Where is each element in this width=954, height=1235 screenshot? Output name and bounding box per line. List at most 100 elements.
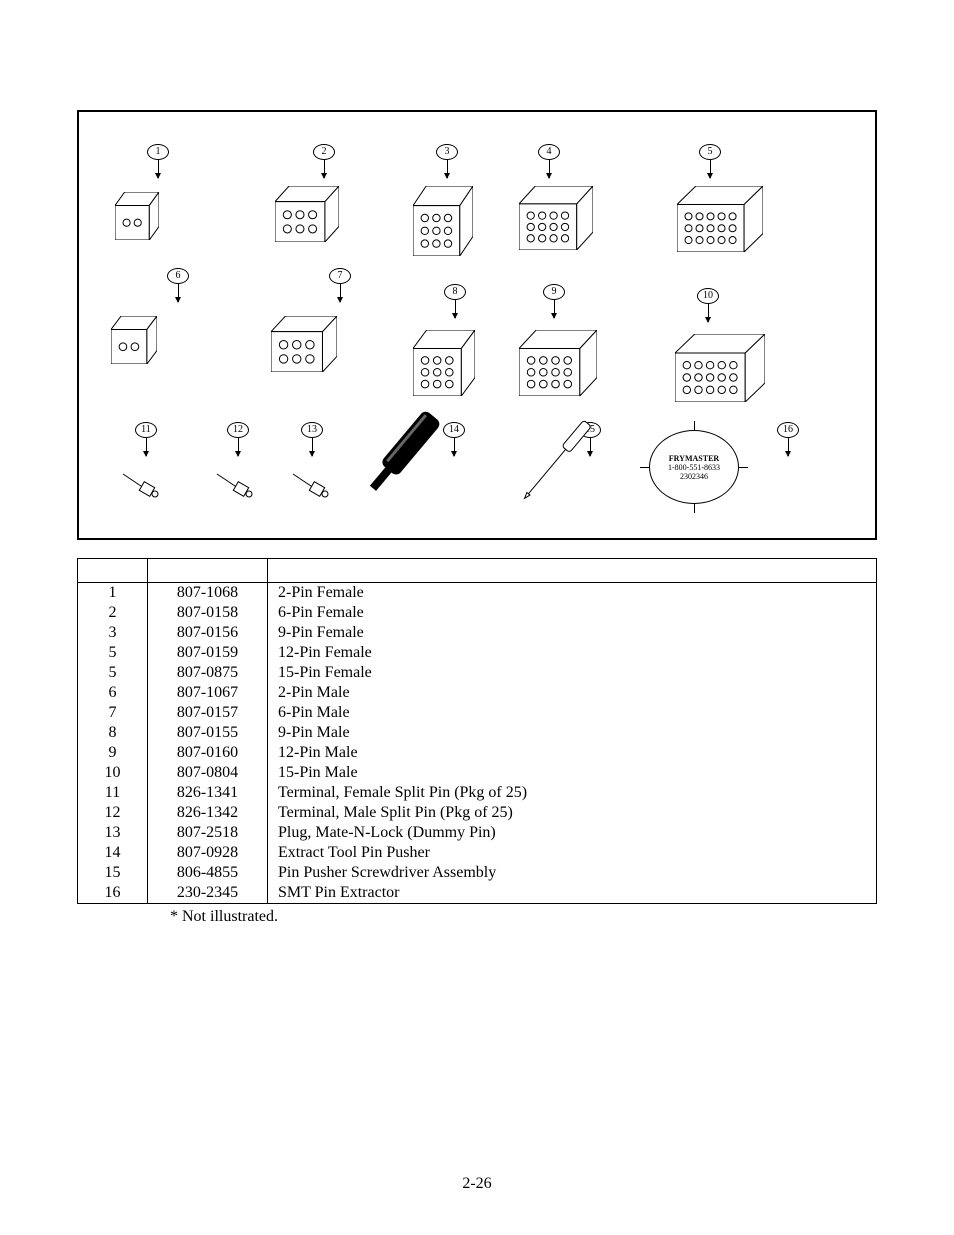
callout-11: 11 bbox=[135, 422, 157, 456]
callout-number: 5 bbox=[699, 144, 721, 160]
cell-item: 2 bbox=[78, 603, 148, 623]
cell-part: 806-4855 bbox=[148, 863, 268, 883]
cell-desc: Extract Tool Pin Pusher bbox=[268, 843, 877, 863]
callout-number: 4 bbox=[538, 144, 560, 160]
table-row: 14807-0928Extract Tool Pin Pusher bbox=[78, 843, 877, 863]
cell-item: 6 bbox=[78, 683, 148, 703]
table-row: 3807-01569-Pin Female bbox=[78, 623, 877, 643]
callout-number: 9 bbox=[543, 284, 565, 300]
col-item bbox=[78, 559, 148, 583]
table-row: 1807-10682-Pin Female bbox=[78, 583, 877, 604]
cell-part: 807-0156 bbox=[148, 623, 268, 643]
table-row: 2807-01586-Pin Female bbox=[78, 603, 877, 623]
parts-table-header-row bbox=[78, 559, 877, 583]
cell-desc: 12-Pin Male bbox=[268, 743, 877, 763]
table-row: 13807-2518Plug, Mate-N-Lock (Dummy Pin) bbox=[78, 823, 877, 843]
table-row: 5807-015912-Pin Female bbox=[78, 643, 877, 663]
connector-illustration bbox=[111, 316, 157, 364]
callout-number: 7 bbox=[329, 268, 351, 284]
cell-desc: 6-Pin Male bbox=[268, 703, 877, 723]
connector-illustration bbox=[413, 186, 473, 256]
cell-item: 12 bbox=[78, 803, 148, 823]
callout-number: 8 bbox=[444, 284, 466, 300]
cell-desc: Pin Pusher Screwdriver Assembly bbox=[268, 863, 877, 883]
callout-10: 10 bbox=[697, 288, 719, 322]
page-number: 2-26 bbox=[0, 1175, 954, 1193]
cell-part: 807-0157 bbox=[148, 703, 268, 723]
cell-item: 8 bbox=[78, 723, 148, 743]
pin-pusher-tool-illustration bbox=[369, 408, 469, 523]
table-row: 12826-1342Terminal, Male Split Pin (Pkg … bbox=[78, 803, 877, 823]
cell-part: 807-0875 bbox=[148, 663, 268, 683]
terminal-pin-illustration bbox=[291, 468, 329, 503]
table-row: 8807-01559-Pin Male bbox=[78, 723, 877, 743]
connector-illustration bbox=[275, 186, 339, 242]
cell-item: 13 bbox=[78, 823, 148, 843]
callout-number: 10 bbox=[697, 288, 719, 304]
callout-number: 12 bbox=[227, 422, 249, 438]
cell-part: 807-2518 bbox=[148, 823, 268, 843]
cell-desc: 15-Pin Female bbox=[268, 663, 877, 683]
callout-12: 12 bbox=[227, 422, 249, 456]
parts-table: 1807-10682-Pin Female2807-01586-Pin Fema… bbox=[77, 558, 877, 904]
cell-part: 807-0158 bbox=[148, 603, 268, 623]
extractor-disc-label: FRYMASTER 1-800-551-8633 2302346 bbox=[649, 430, 739, 504]
callout-number: 16 bbox=[777, 422, 799, 438]
cell-item: 15 bbox=[78, 863, 148, 883]
cell-part: 807-0928 bbox=[148, 843, 268, 863]
callout-9: 9 bbox=[543, 284, 565, 318]
connector-illustration bbox=[115, 192, 159, 240]
screwdriver-illustration bbox=[511, 410, 607, 519]
terminal-pin-illustration bbox=[121, 468, 159, 503]
callout-3: 3 bbox=[436, 144, 458, 178]
callout-number: 1 bbox=[147, 144, 169, 160]
cell-part: 807-0804 bbox=[148, 763, 268, 783]
connector-illustration bbox=[519, 330, 597, 396]
table-row: 10807-080415-Pin Male bbox=[78, 763, 877, 783]
connector-illustration bbox=[271, 316, 337, 372]
col-desc bbox=[268, 559, 877, 583]
table-row: 9807-016012-Pin Male bbox=[78, 743, 877, 763]
cell-desc: 6-Pin Female bbox=[268, 603, 877, 623]
connector-illustration bbox=[675, 334, 765, 402]
callout-number: 13 bbox=[301, 422, 323, 438]
cell-part: 807-0159 bbox=[148, 643, 268, 663]
callout-4: 4 bbox=[538, 144, 560, 178]
cell-part: 807-0155 bbox=[148, 723, 268, 743]
cell-desc: Plug, Mate-N-Lock (Dummy Pin) bbox=[268, 823, 877, 843]
cell-part: 826-1341 bbox=[148, 783, 268, 803]
table-row: 5807-087515-Pin Female bbox=[78, 663, 877, 683]
cell-item: 1 bbox=[78, 583, 148, 604]
connector-illustration bbox=[677, 186, 763, 252]
cell-desc: 2-Pin Female bbox=[268, 583, 877, 604]
cell-item: 7 bbox=[78, 703, 148, 723]
cell-part: 230-2345 bbox=[148, 883, 268, 904]
callout-8: 8 bbox=[444, 284, 466, 318]
callout-13: 13 bbox=[301, 422, 323, 456]
cell-item: 9 bbox=[78, 743, 148, 763]
footnote: * Not illustrated. bbox=[170, 908, 878, 926]
callout-5: 5 bbox=[699, 144, 721, 178]
cell-item: 5 bbox=[78, 643, 148, 663]
cell-desc: SMT Pin Extractor bbox=[268, 883, 877, 904]
callout-number: 2 bbox=[313, 144, 335, 160]
disc-line2: 1-800-551-8633 bbox=[668, 463, 720, 472]
cell-desc: 12-Pin Female bbox=[268, 643, 877, 663]
callout-2: 2 bbox=[313, 144, 335, 178]
disc-line1: FRYMASTER bbox=[669, 454, 719, 463]
cell-desc: 15-Pin Male bbox=[268, 763, 877, 783]
connector-illustration bbox=[413, 330, 475, 396]
table-row: 16230-2345SMT Pin Extractor bbox=[78, 883, 877, 904]
cell-item: 3 bbox=[78, 623, 148, 643]
cell-desc: 2-Pin Male bbox=[268, 683, 877, 703]
table-row: 15806-4855Pin Pusher Screwdriver Assembl… bbox=[78, 863, 877, 883]
disc-line3: 2302346 bbox=[680, 472, 708, 481]
cell-item: 11 bbox=[78, 783, 148, 803]
callout-number: 6 bbox=[167, 268, 189, 284]
table-row: 11826-1341Terminal, Female Split Pin (Pk… bbox=[78, 783, 877, 803]
table-row: 7807-01576-Pin Male bbox=[78, 703, 877, 723]
cell-desc: Terminal, Male Split Pin (Pkg of 25) bbox=[268, 803, 877, 823]
cell-part: 826-1342 bbox=[148, 803, 268, 823]
callout-16: 16 bbox=[777, 422, 799, 456]
callout-number: 3 bbox=[436, 144, 458, 160]
